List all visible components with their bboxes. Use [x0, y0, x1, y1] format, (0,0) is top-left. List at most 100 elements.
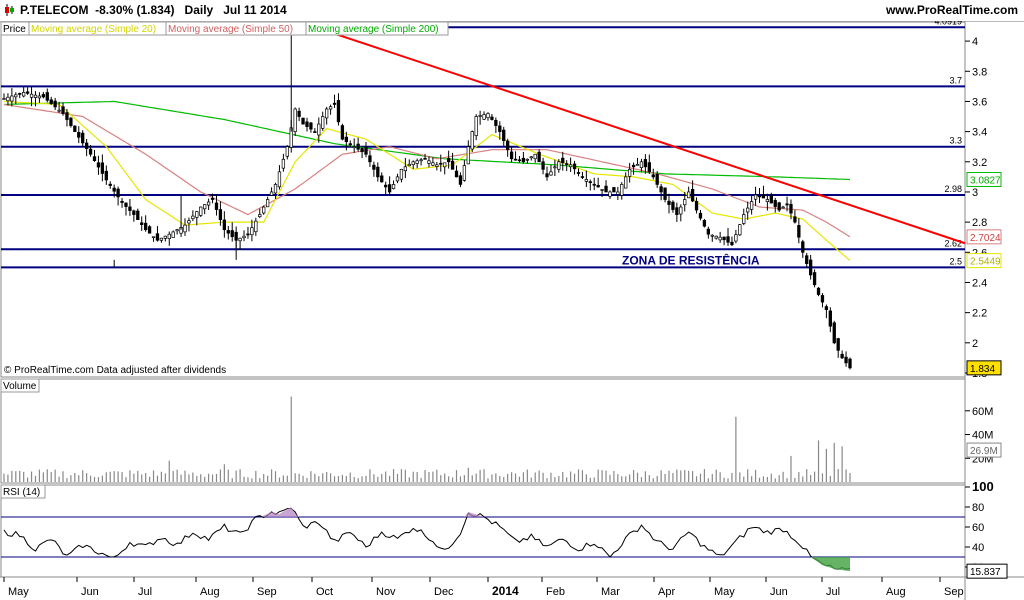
candle-body [348, 143, 352, 146]
candle-body [92, 156, 97, 162]
candle-body [777, 202, 781, 211]
candle [679, 204, 683, 222]
candle-body [549, 171, 553, 176]
x-axis-tick-15: Aug [886, 586, 906, 598]
candle [541, 157, 545, 175]
candle-body [344, 136, 348, 143]
candle-body [443, 162, 447, 168]
candle-body [781, 206, 785, 209]
candle [6, 93, 10, 106]
candle [627, 162, 632, 183]
candle [694, 197, 699, 214]
candle-body [620, 184, 624, 196]
candle [797, 218, 801, 244]
site-link[interactable]: www.ProRealTime.com [885, 3, 1018, 17]
candle-body [545, 173, 549, 178]
trendline [315, 26, 966, 245]
level-label-3: 2.98 [944, 184, 962, 194]
candle-body [187, 220, 191, 224]
candle-body [478, 115, 482, 117]
candle-body [502, 129, 506, 142]
candle [828, 307, 832, 333]
price-axis-tick-9: 3.6 [972, 96, 987, 108]
candle [801, 239, 805, 258]
candle [576, 168, 581, 177]
candle [612, 187, 616, 193]
candle-body [22, 92, 26, 97]
candle-body [506, 140, 510, 151]
candle-body [584, 179, 589, 182]
candle-body [454, 170, 459, 178]
candle-body [435, 164, 439, 167]
candle-body [53, 100, 57, 108]
candle-body [761, 194, 766, 199]
rsi-last-box [966, 563, 1008, 579]
candle-body [812, 272, 817, 286]
candle [805, 252, 809, 268]
candle-body [407, 163, 411, 167]
candle-body [789, 203, 793, 214]
candle-body [572, 163, 577, 170]
candle [568, 157, 573, 172]
candle [596, 177, 600, 188]
period: Daily [184, 3, 214, 17]
last-price: 1.834 [970, 364, 995, 375]
candle-body [124, 202, 128, 207]
x-axis-tick-5: Oct [316, 586, 333, 598]
candle-body [616, 191, 620, 195]
candle [214, 194, 219, 216]
candle [655, 171, 659, 188]
candle-body [171, 231, 175, 238]
candle-body [667, 200, 671, 205]
candle-body [163, 235, 167, 239]
candle-body [364, 147, 368, 155]
volume-axis-tick-1: 40M [972, 430, 993, 442]
candle-body [57, 109, 61, 112]
candle-body [352, 146, 356, 149]
candle [663, 187, 667, 203]
candle [659, 183, 663, 201]
candle [65, 108, 69, 127]
candlestick-icon [5, 4, 14, 16]
candle-body [100, 162, 105, 174]
candle-body [33, 94, 38, 98]
candle-body [651, 174, 655, 178]
candle [517, 156, 522, 163]
candle [494, 117, 498, 133]
candle [317, 117, 321, 143]
candle-body [254, 220, 258, 233]
candle-body [561, 157, 565, 164]
candle [352, 138, 356, 153]
candle-body [588, 181, 592, 184]
candle [104, 165, 108, 185]
candle-body [533, 153, 537, 160]
candle [529, 156, 533, 161]
candle-body [14, 94, 18, 98]
annotation-resistance-zone: ZONA DE RESISTÊNCIA [622, 252, 760, 267]
rsi-axis-tick-2: 60 [972, 522, 984, 534]
candle-body [635, 163, 640, 166]
candle [816, 287, 821, 297]
candle [509, 146, 514, 163]
candle-body [624, 176, 628, 189]
candle [600, 189, 604, 198]
candle-body [726, 236, 730, 243]
candle [533, 153, 537, 163]
candle [643, 154, 648, 174]
candle-body [537, 151, 541, 163]
candle [222, 211, 227, 238]
candle [384, 181, 388, 196]
candle-body [88, 148, 93, 155]
candle [710, 234, 714, 242]
candle-body [643, 159, 648, 168]
candle [450, 152, 455, 170]
candle-body [218, 209, 223, 220]
candle [309, 122, 313, 133]
candle-body [2, 98, 6, 100]
candle-body [525, 158, 529, 161]
candle-body [309, 122, 313, 130]
candle [18, 92, 22, 99]
candle-body [431, 162, 435, 166]
candle-body [576, 172, 581, 174]
candle-body [262, 206, 266, 214]
